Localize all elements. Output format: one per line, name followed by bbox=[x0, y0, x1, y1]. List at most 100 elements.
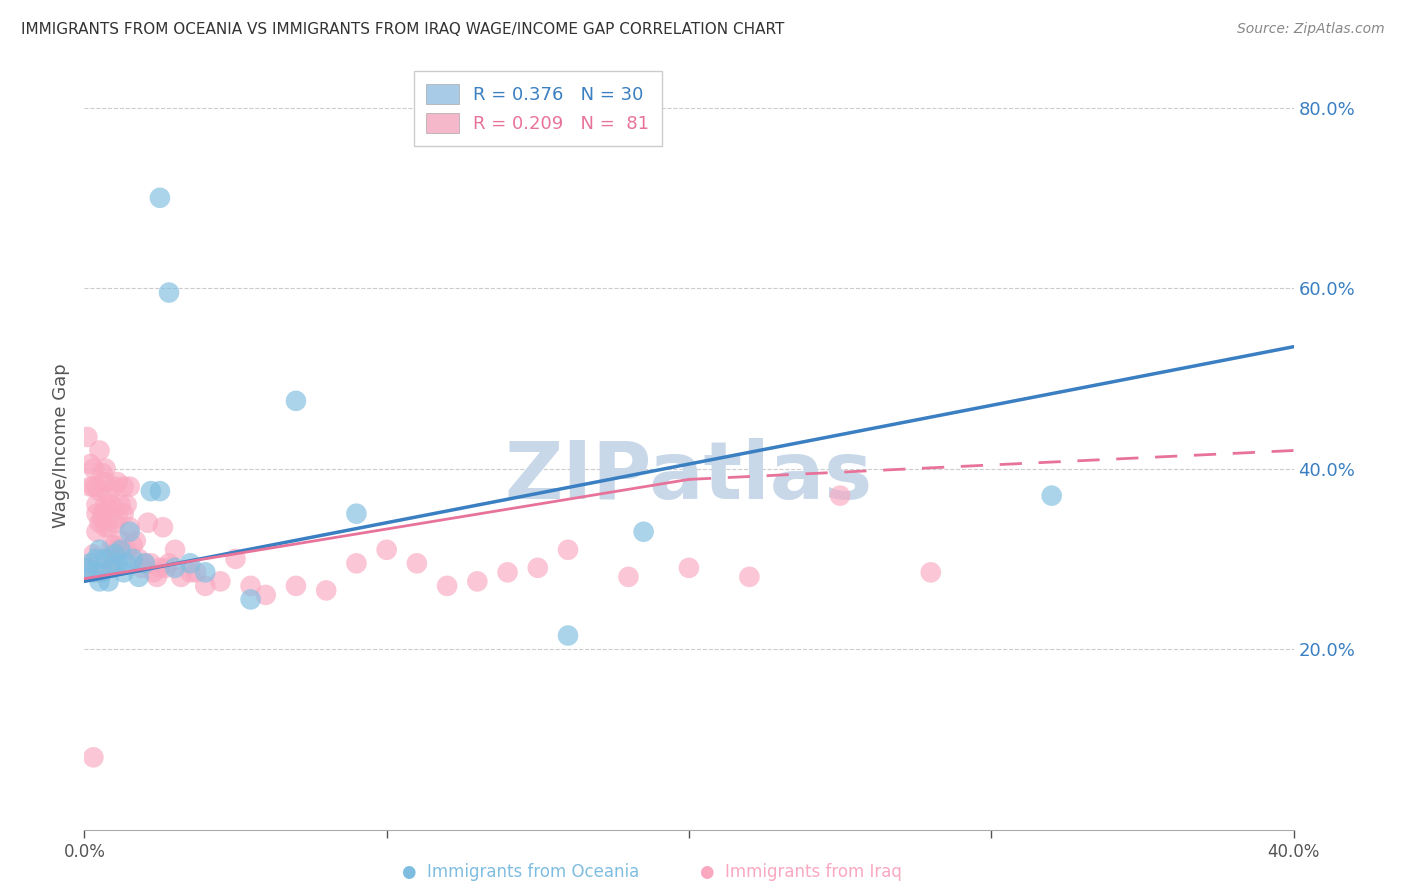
Point bbox=[179, 557, 201, 571]
Point bbox=[82, 566, 104, 580]
Point bbox=[315, 583, 337, 598]
Point bbox=[134, 557, 156, 571]
Point bbox=[406, 557, 429, 571]
Point bbox=[104, 516, 127, 530]
Text: ZIPatlas: ZIPatlas bbox=[505, 438, 873, 516]
Point bbox=[165, 542, 187, 557]
Point bbox=[134, 557, 156, 571]
Point bbox=[82, 480, 104, 494]
Point bbox=[91, 507, 114, 521]
Point bbox=[118, 520, 141, 534]
Point bbox=[89, 443, 111, 458]
Point bbox=[104, 480, 127, 494]
Point bbox=[91, 566, 114, 580]
Point bbox=[76, 561, 98, 575]
Point bbox=[136, 516, 159, 530]
Point bbox=[118, 480, 141, 494]
Point bbox=[100, 561, 122, 575]
Point bbox=[86, 551, 108, 566]
Point bbox=[496, 566, 519, 580]
Point bbox=[128, 570, 150, 584]
Point bbox=[920, 566, 942, 580]
Point bbox=[375, 542, 398, 557]
Point bbox=[121, 538, 143, 552]
Point bbox=[115, 498, 138, 512]
Legend: R = 0.376   N = 30, R = 0.209   N =  81: R = 0.376 N = 30, R = 0.209 N = 81 bbox=[413, 71, 662, 145]
Point bbox=[89, 484, 111, 499]
Point bbox=[121, 551, 143, 566]
Point bbox=[91, 466, 114, 480]
Point bbox=[86, 507, 108, 521]
Point bbox=[678, 561, 700, 575]
Point bbox=[104, 538, 127, 552]
Point bbox=[436, 579, 458, 593]
Point bbox=[125, 533, 148, 548]
Point bbox=[82, 461, 104, 475]
Point bbox=[194, 579, 217, 593]
Point bbox=[467, 574, 489, 589]
Point bbox=[97, 489, 120, 503]
Point bbox=[157, 285, 180, 300]
Point bbox=[149, 561, 172, 575]
Point bbox=[157, 557, 180, 571]
Point bbox=[165, 561, 187, 575]
Text: Source: ZipAtlas.com: Source: ZipAtlas.com bbox=[1237, 22, 1385, 37]
Point bbox=[527, 561, 550, 575]
Point bbox=[104, 557, 127, 571]
Point bbox=[94, 475, 117, 489]
Point bbox=[89, 542, 111, 557]
Point bbox=[79, 480, 101, 494]
Point bbox=[239, 592, 262, 607]
Point bbox=[107, 557, 129, 571]
Point bbox=[82, 547, 104, 561]
Point bbox=[209, 574, 232, 589]
Point bbox=[239, 579, 262, 593]
Point bbox=[76, 430, 98, 444]
Point bbox=[285, 579, 308, 593]
Point bbox=[107, 511, 129, 525]
Point bbox=[146, 570, 169, 584]
Point bbox=[89, 574, 111, 589]
Point bbox=[110, 542, 132, 557]
Point bbox=[285, 393, 308, 408]
Point bbox=[112, 480, 135, 494]
Point bbox=[149, 191, 172, 205]
Point bbox=[100, 538, 122, 552]
Point bbox=[254, 588, 277, 602]
Point bbox=[89, 566, 111, 580]
Point bbox=[107, 542, 129, 557]
Point bbox=[1040, 489, 1063, 503]
Point bbox=[100, 557, 122, 571]
Point bbox=[110, 498, 132, 512]
Point bbox=[86, 480, 108, 494]
Point bbox=[557, 628, 579, 642]
Point bbox=[225, 551, 247, 566]
Point bbox=[139, 557, 162, 571]
Point bbox=[89, 516, 111, 530]
Point bbox=[107, 475, 129, 489]
Point bbox=[112, 566, 135, 580]
Point bbox=[142, 566, 165, 580]
Point bbox=[149, 484, 172, 499]
Point bbox=[79, 457, 101, 471]
Point bbox=[110, 533, 132, 548]
Point bbox=[152, 520, 174, 534]
Point bbox=[346, 557, 368, 571]
Point bbox=[97, 574, 120, 589]
Point bbox=[91, 511, 114, 525]
Point bbox=[76, 561, 98, 575]
Point bbox=[82, 750, 104, 764]
Point bbox=[97, 520, 120, 534]
Point bbox=[830, 489, 852, 503]
Text: ●  Immigrants from Oceania: ● Immigrants from Oceania bbox=[402, 863, 638, 881]
Point bbox=[100, 498, 122, 512]
Point bbox=[170, 570, 193, 584]
Point bbox=[128, 551, 150, 566]
Point bbox=[155, 561, 177, 575]
Point bbox=[97, 502, 120, 516]
Point bbox=[115, 542, 138, 557]
Point bbox=[94, 498, 117, 512]
Point bbox=[104, 547, 127, 561]
Point bbox=[186, 566, 208, 580]
Text: IMMIGRANTS FROM OCEANIA VS IMMIGRANTS FROM IRAQ WAGE/INCOME GAP CORRELATION CHAR: IMMIGRANTS FROM OCEANIA VS IMMIGRANTS FR… bbox=[21, 22, 785, 37]
